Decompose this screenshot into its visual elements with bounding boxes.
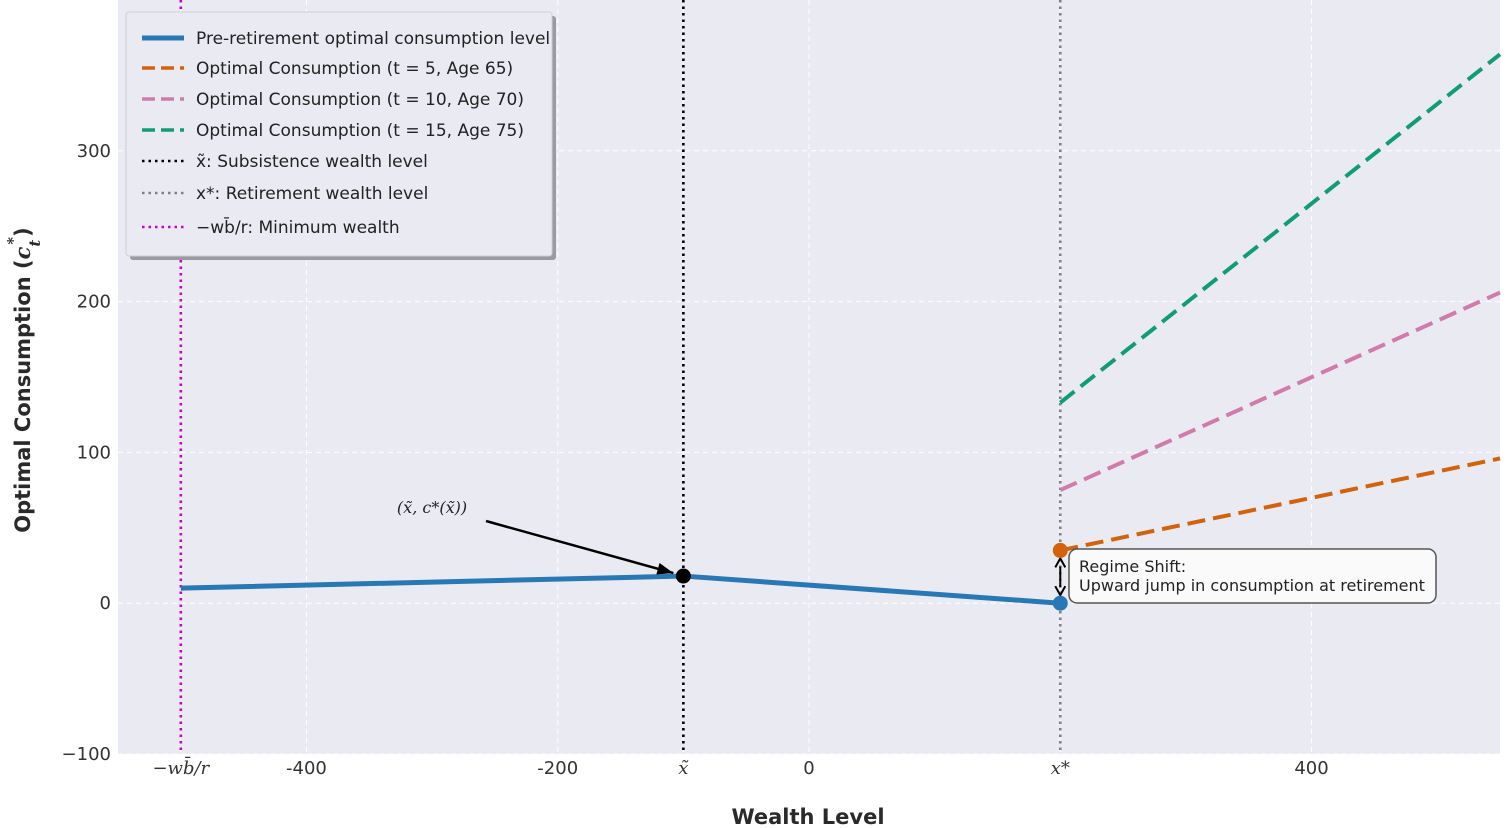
regime-shift-arrowhead-down — [1054, 585, 1067, 598]
y-axis-title: Optimal Consumption (ct*) — [4, 227, 44, 533]
annotation-arrow — [485, 519, 674, 575]
tick-labels: −100 0 100 200 300 −wb̄/r -400 -200 x̃ 0 x* 400 — [62, 141, 1329, 779]
data-points — [675, 542, 1068, 611]
x-tick-label: 0 — [803, 758, 814, 779]
legend-label: x*: Retirement wealth level — [196, 184, 428, 204]
x-tick-label: -200 — [537, 758, 578, 779]
legend-label: Optimal Consumption (t = 10, Age 70) — [196, 90, 524, 110]
annotation-arrowhead — [656, 562, 674, 575]
x-tick-label: x* — [1051, 758, 1070, 779]
series-line — [1059, 456, 1501, 553]
series-line — [1059, 290, 1501, 492]
regime-shift-description: Upward jump in consumption at retirement — [1079, 576, 1425, 595]
legend-label: Pre-retirement optimal consumption level — [196, 29, 550, 49]
x-tick-label: x̃ — [678, 758, 689, 779]
legend-box — [125, 11, 553, 257]
legend-label: −wb̄/r: Minimum wealth — [196, 216, 400, 238]
legend: Pre-retirement optimal consumption level… — [125, 11, 556, 260]
regime-shift-box — [1068, 548, 1437, 604]
x-tick-label: −wb̄/r — [152, 755, 210, 779]
y-tick-label: −100 — [62, 744, 111, 765]
y-tick-label: 200 — [77, 292, 111, 313]
annotation-subsistence-label: (x̃, c*(x̃)) — [397, 498, 467, 517]
data-point — [1052, 595, 1068, 611]
y-tick-label: 300 — [77, 141, 111, 162]
legend-label: x̃: Subsistence wealth level — [196, 152, 428, 172]
legend-label: Optimal Consumption (t = 5, Age 65) — [196, 59, 513, 79]
data-point — [1052, 542, 1068, 558]
x-tick-label: -400 — [286, 758, 327, 779]
series-line — [1059, 52, 1502, 405]
regime-shift-arrowhead-up — [1054, 556, 1067, 568]
y-tick-label: 0 — [100, 593, 111, 614]
annotations: (x̃, c*(x̃)) Regime Shift:Upward jump in … — [397, 498, 1437, 604]
regime-shift-title: Regime Shift: — [1079, 557, 1186, 576]
x-tick-label: 400 — [1294, 758, 1328, 779]
y-tick-label: 100 — [77, 442, 111, 463]
x-axis-title: Wealth Level — [731, 805, 884, 828]
data-point — [675, 568, 691, 584]
legend-label: Optimal Consumption (t = 15, Age 75) — [196, 121, 524, 141]
